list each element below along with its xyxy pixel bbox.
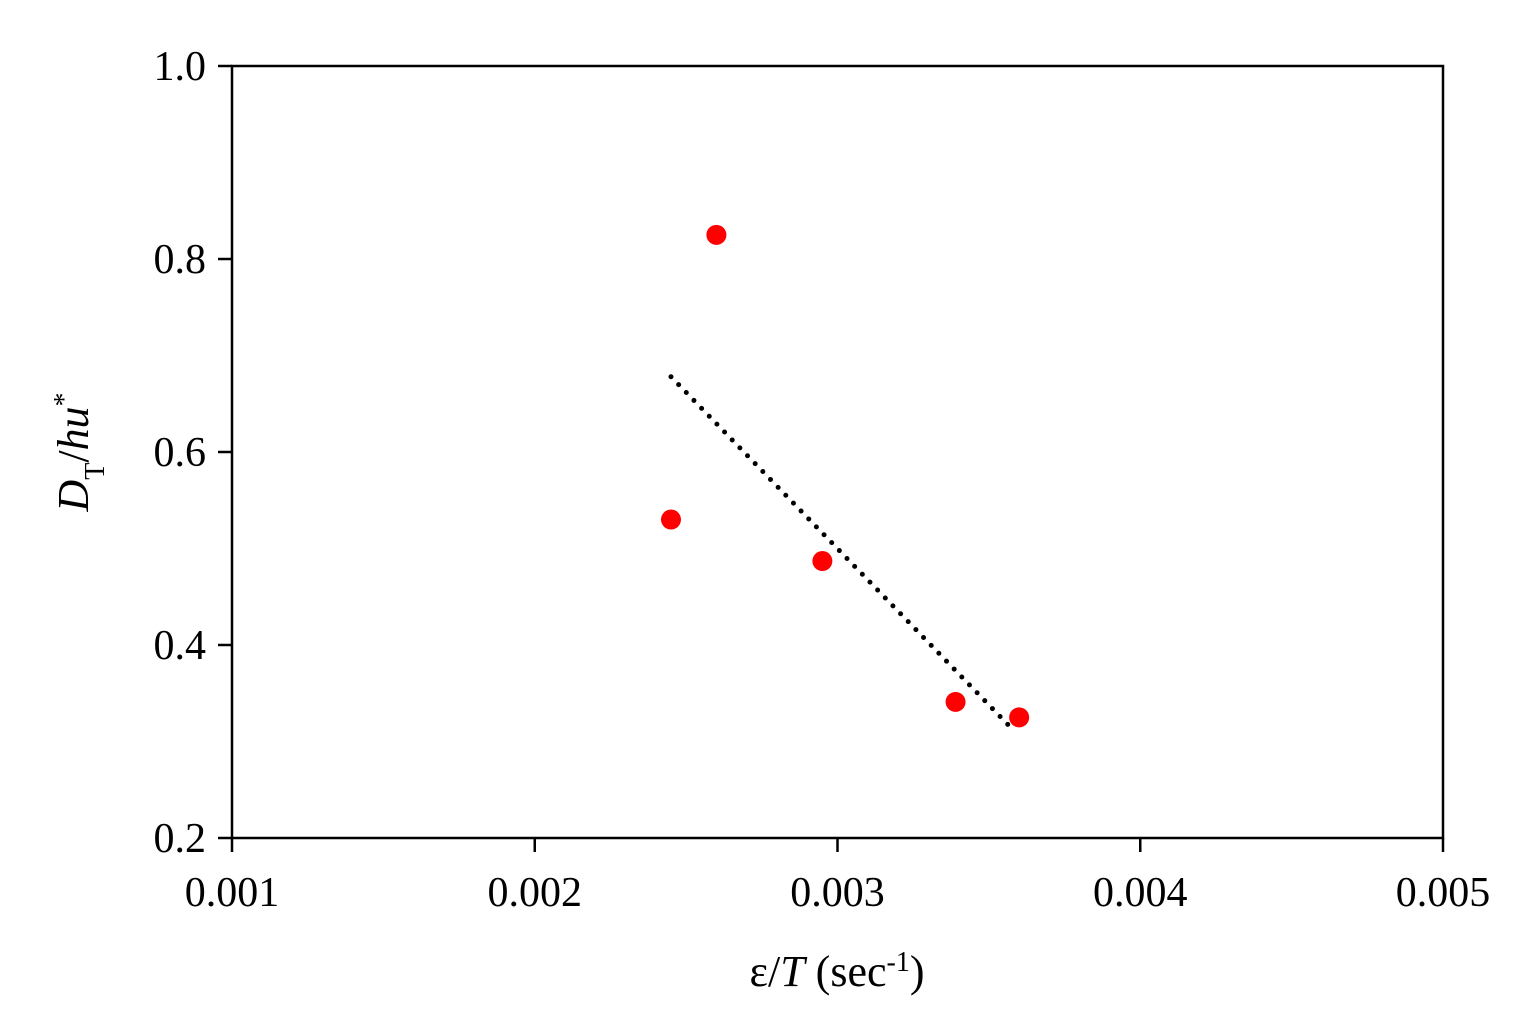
axis-title-part: T [780, 947, 808, 996]
x-tick-label: 0.003 [790, 870, 885, 916]
x-tick-label: 0.005 [1396, 870, 1491, 916]
data-point [945, 691, 966, 712]
y-tick-label: 0.8 [154, 237, 207, 283]
y-tick-label: 0.2 [154, 816, 207, 862]
data-point [1009, 707, 1030, 728]
data-point [660, 509, 681, 530]
axis-title-part: (sec [805, 947, 887, 996]
y-axis-title: DT/hu* [49, 392, 111, 512]
trendline [668, 374, 1016, 733]
trendline-layer [668, 374, 1016, 733]
axis-title-part: D [49, 480, 98, 513]
data-point [706, 224, 727, 245]
y-tick-label: 0.4 [154, 623, 207, 669]
x-tick-label: 0.002 [488, 870, 583, 916]
data-point [812, 551, 833, 572]
x-axis-ticks: 0.001 0.002 0.003 0.004 0.005 [185, 838, 1491, 916]
plot-area [230, 64, 1445, 840]
y-tick-label: 1.0 [154, 44, 207, 90]
axis-title-part: / [49, 450, 98, 463]
data-points-layer [660, 224, 1030, 728]
axis-title-part: T [80, 463, 111, 480]
y-tick-label: 0.6 [154, 430, 207, 476]
x-axis-title: ε/T (sec-1) [749, 947, 924, 997]
axis-title-part: -1 [887, 947, 910, 978]
axis-title-part: ) [910, 947, 925, 996]
x-tick-label: 0.004 [1093, 870, 1188, 916]
x-tick-label: 0.001 [185, 870, 280, 916]
y-axis-ticks: 0.2 0.4 0.6 0.8 1.0 [154, 44, 232, 862]
axis-title-part: hu [49, 406, 98, 450]
axis-title-part: ε/ [749, 947, 780, 996]
axis-title-part: * [49, 392, 80, 406]
